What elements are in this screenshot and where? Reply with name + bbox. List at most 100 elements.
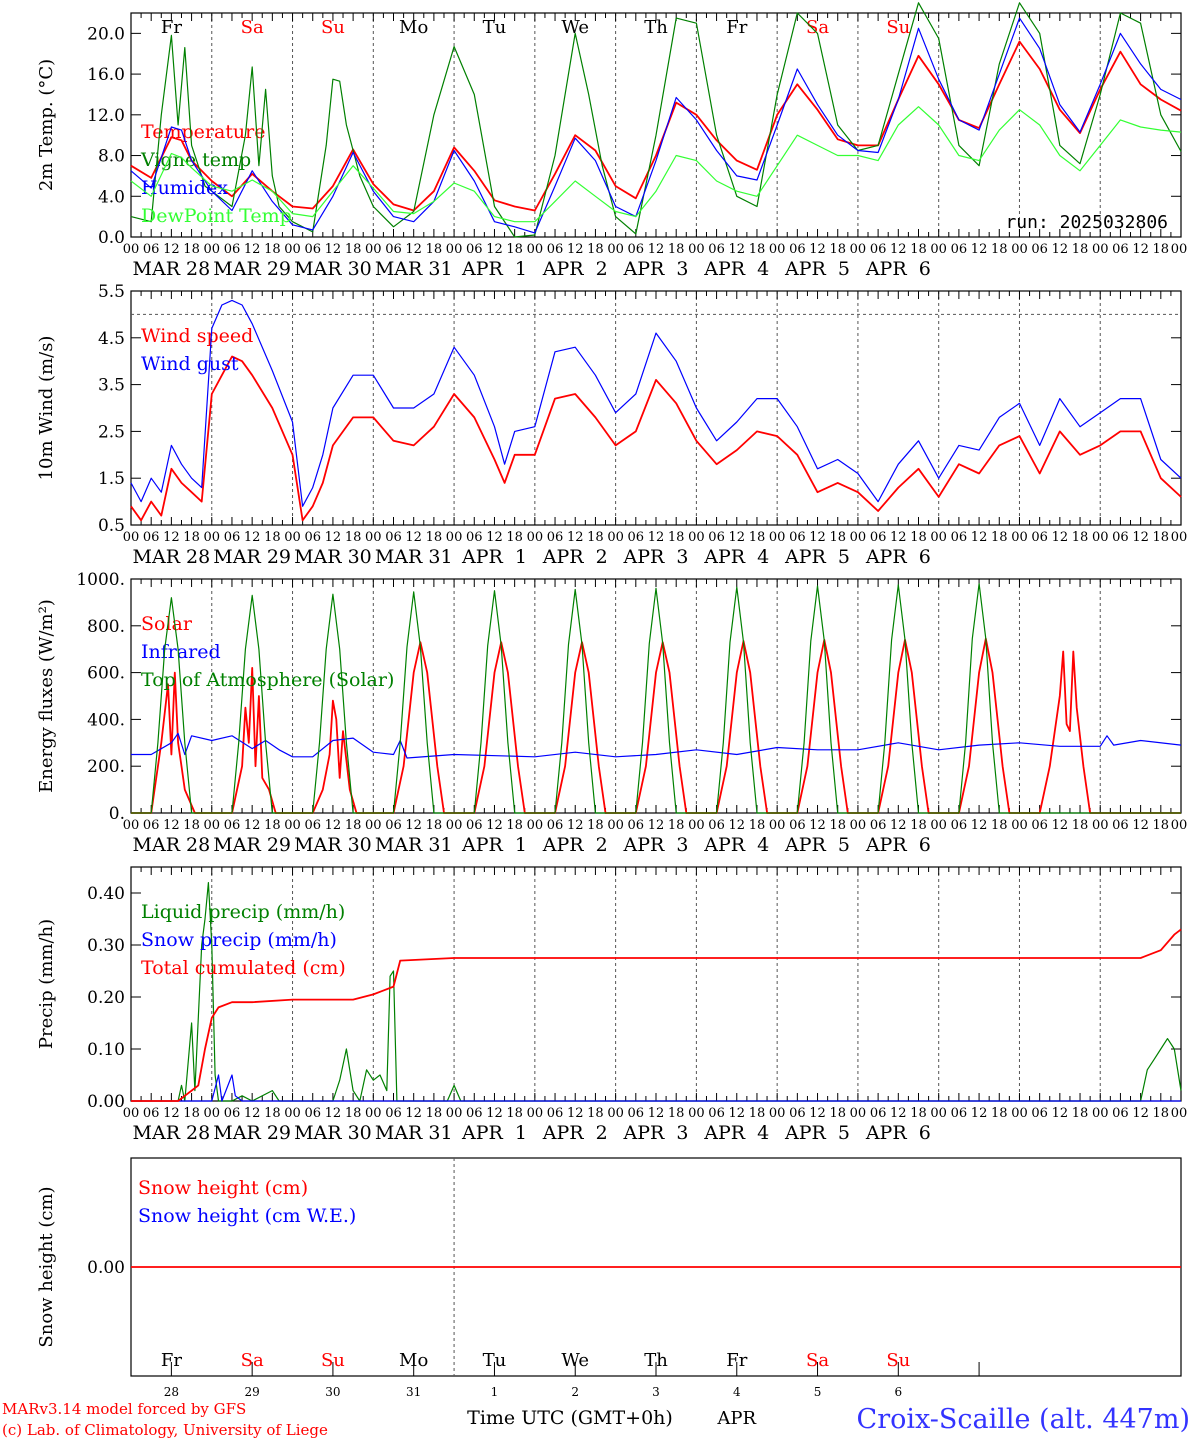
y-axis-label: Precip (mm/h) [36,919,57,1049]
hour-tick-label: 12 [1132,1106,1149,1121]
hour-tick-label: 18 [829,818,846,833]
hour-tick-label: 12 [890,530,907,545]
series-line [131,637,1181,814]
day-name-label: Mo [399,17,428,38]
hour-tick-label: 12 [486,530,503,545]
date-label: APR 2 [542,258,608,280]
hour-tick-label: 00 [607,530,624,545]
hour-tick-label: 00 [284,818,301,833]
hour-tick-label: 00 [446,1106,463,1121]
hour-tick-label: 18 [1072,242,1089,257]
hour-tick-label: 00 [203,1106,220,1121]
hour-tick-label: 00 [1092,242,1109,257]
date-label: MAR 29 [213,258,291,280]
footer-credit-label: (c) Lab. of Climatology, University of L… [2,1421,328,1439]
hour-tick-label: 18 [506,242,523,257]
day-number-label: 2 [571,1385,579,1399]
hour-tick-label: 06 [547,818,564,833]
hour-tick-label: 12 [728,818,745,833]
hour-tick-label: 18 [749,530,766,545]
hour-tick-label: 18 [345,1106,362,1121]
hour-tick-label: 00 [769,818,786,833]
hour-tick-label: 18 [345,242,362,257]
day-name-label: Su [886,1350,910,1371]
hour-tick-label: 00 [446,530,463,545]
hour-tick-label: 12 [244,242,261,257]
hour-tick-label: 18 [829,530,846,545]
y-tick-label: 0.40 [87,884,125,904]
hour-tick-label: 06 [951,818,968,833]
x-axis-title: Time UTC (GMT+0h) [467,1407,673,1429]
hour-tick-label: 12 [163,818,180,833]
day-name-label: Sa [806,17,829,38]
plot-frame [130,290,1182,526]
day-name-label: Su [886,17,910,38]
date-label: MAR 28 [133,834,211,856]
hour-tick-label: 06 [224,530,241,545]
y-tick-label: 0.10 [87,1040,125,1060]
date-label: APR 1 [461,1122,527,1144]
hour-tick-label: 00 [1011,818,1028,833]
hour-tick-label: 18 [264,530,281,545]
hour-tick-label: 12 [163,530,180,545]
hour-tick-label: 18 [426,530,443,545]
hour-tick-label: 00 [688,1106,705,1121]
hour-tick-label: 00 [284,242,301,257]
day-name-label: Fr [161,17,182,38]
chart-panel-4: 00 06 12 18 00 06 12 18 00 06 12 18 00 06 12 18 00 06 12 18… [36,866,1188,1144]
hour-tick-label: 12 [244,1106,261,1121]
hour-tick-label: 00 [850,242,867,257]
hour-tick-label: 12 [486,1106,503,1121]
hour-tick-label: 06 [1031,530,1048,545]
hour-tick-label: 12 [648,242,665,257]
hour-tick-label: 12 [728,1106,745,1121]
day-name-label: Fr [161,1350,182,1371]
hour-tick-label: 18 [183,818,200,833]
y-tick-label: 600. [87,664,125,684]
hour-tick-label: 06 [1112,242,1129,257]
hour-tick-label: 00 [1171,1106,1188,1121]
hour-tick-label: 00 [284,1106,301,1121]
date-label: MAR 30 [294,258,372,280]
hour-tick-label: 06 [708,530,725,545]
hour-tick-label: 18 [1072,818,1089,833]
day-name-label: Sa [806,1350,829,1371]
chart-panel-2: 00 06 12 18 00 06 12 18 00 06 12 18 00 06 12 18 00 06 12 18… [36,282,1187,568]
hour-tick-label: 00 [446,818,463,833]
hour-tick-label: 06 [789,1106,806,1121]
hour-tick-label: 18 [506,818,523,833]
hour-tick-label: 06 [547,530,564,545]
hour-tick-label: 00 [1171,242,1188,257]
hour-tick-label: 18 [426,1106,443,1121]
hour-tick-label: 06 [466,530,483,545]
hour-tick-label: 18 [183,242,200,257]
hour-tick-label: 06 [1112,530,1129,545]
legend-entry: Liquid precip (mm/h) [141,901,345,923]
legend-entry: Temperature [141,121,265,143]
hour-tick-label: 18 [910,1106,927,1121]
hour-tick-label: 00 [1171,530,1188,545]
hour-tick-label: 12 [405,530,422,545]
y-tick-label: 20.0 [87,24,125,44]
hour-tick-label: 06 [304,530,321,545]
date-label: APR 3 [623,258,689,280]
panels-layer: 00 06 12 18 00 06 12 18 00 06 12 18 00 06 12 18 00 06 12 18… [36,2,1188,1429]
date-label: MAR 28 [133,546,211,568]
y-tick-label: 1000. [76,570,125,590]
hour-tick-label: 12 [567,530,584,545]
hour-tick-label: 00 [203,530,220,545]
hour-tick-label: 06 [143,242,160,257]
hour-tick-label: 06 [789,530,806,545]
hour-tick-label: 00 [769,242,786,257]
date-label: MAR 30 [294,546,372,568]
hour-tick-label: 18 [829,242,846,257]
y-axis-label: Snow height (cm) [36,1186,57,1347]
hour-tick-label: 18 [587,818,604,833]
footer-model-label: MARv3.14 model forced by GFS [2,1400,246,1418]
hour-tick-label: 12 [971,242,988,257]
y-tick-label: 4.5 [98,329,125,349]
hour-tick-label: 18 [587,242,604,257]
hour-tick-label: 18 [910,530,927,545]
date-label: APR 5 [784,546,850,568]
series-line [131,1074,1181,1102]
